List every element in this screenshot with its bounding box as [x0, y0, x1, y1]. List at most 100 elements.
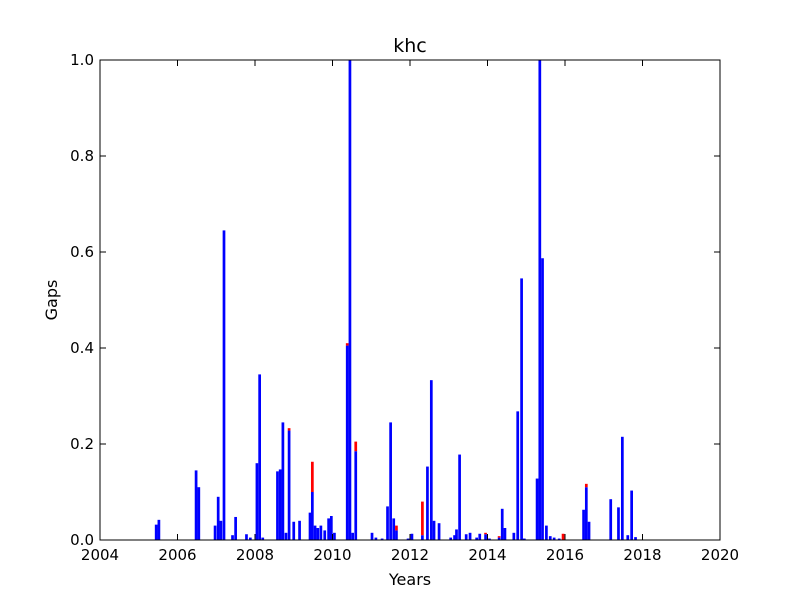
bar — [248, 537, 252, 540]
bar — [219, 520, 223, 540]
bar — [281, 422, 285, 540]
y-tick-label: 0.2 — [70, 435, 94, 453]
bar — [157, 519, 161, 540]
bar — [626, 535, 630, 540]
bar — [584, 487, 588, 540]
bar — [292, 521, 296, 540]
bar — [620, 436, 624, 540]
chart-title: khc — [393, 35, 427, 57]
bar — [458, 454, 461, 540]
bar-red-segment — [395, 525, 398, 531]
y-tick-label: 0.0 — [70, 531, 94, 549]
bar — [287, 430, 291, 540]
bar — [374, 537, 378, 540]
bar-red-segment — [421, 501, 424, 536]
bar — [319, 525, 323, 540]
bar — [258, 374, 261, 540]
bar — [231, 535, 234, 540]
bar — [351, 532, 354, 540]
bar — [354, 451, 358, 540]
x-axis-ticks: 2004 2006 2008 2010 2012 2014 2016 2018 2020 — [81, 60, 739, 564]
bar — [478, 533, 482, 540]
bar — [541, 258, 544, 540]
plot-frame — [99, 59, 721, 541]
bar — [194, 470, 198, 540]
bar-red-segment — [561, 533, 565, 540]
y-axis-ticks: 0.0 0.2 0.4 0.6 0.8 1.0 — [70, 51, 720, 549]
x-tick-label: 2014 — [468, 546, 506, 564]
bar — [587, 521, 591, 540]
bar — [475, 537, 478, 540]
bar — [392, 518, 396, 540]
y-tick-label: 0.4 — [70, 339, 94, 357]
bar-red-segment — [497, 536, 501, 538]
bar — [634, 537, 637, 540]
y-tick-label: 0.6 — [70, 243, 94, 261]
bar — [609, 499, 613, 540]
y-tick-label: 0.8 — [70, 147, 94, 165]
bar — [426, 466, 429, 540]
x-tick-label: 2004 — [81, 546, 119, 564]
bar — [520, 278, 523, 540]
bar — [222, 230, 226, 540]
bar — [429, 380, 433, 540]
bar — [512, 532, 516, 540]
bar-red-segment — [584, 483, 588, 488]
bar-red-segment — [287, 428, 291, 431]
bar — [316, 528, 320, 540]
bar-red-segment — [484, 532, 487, 535]
bar — [234, 516, 237, 540]
bar — [298, 520, 301, 540]
bar — [617, 507, 620, 540]
bar — [310, 492, 314, 540]
bar — [380, 538, 384, 540]
bar — [548, 536, 552, 540]
bar — [154, 524, 158, 540]
bar — [333, 532, 336, 540]
red-bar-series — [287, 343, 588, 540]
bar — [284, 532, 288, 540]
x-tick-label: 2010 — [313, 546, 351, 564]
x-tick-label: 2008 — [236, 546, 274, 564]
bar — [278, 469, 282, 540]
bar — [464, 534, 468, 540]
x-tick-label: 2006 — [158, 546, 196, 564]
x-axis-label: Years — [388, 570, 431, 589]
bar — [500, 508, 504, 540]
bar — [449, 537, 453, 540]
bar — [406, 538, 410, 540]
bar-red-segment — [354, 441, 358, 452]
bar — [630, 490, 633, 540]
bar — [468, 532, 472, 540]
bar-red-segment — [345, 343, 349, 346]
y-tick-label: 1.0 — [70, 51, 94, 69]
bar — [197, 487, 201, 540]
bar — [386, 506, 389, 540]
bar-red-segment — [310, 461, 314, 492]
bar — [389, 422, 392, 540]
x-tick-label: 2012 — [391, 546, 429, 564]
x-tick-label: 2020 — [701, 546, 739, 564]
bar — [261, 537, 265, 540]
bar — [313, 525, 317, 540]
bar — [535, 478, 539, 540]
bar — [421, 535, 424, 540]
bar — [276, 471, 279, 540]
bar — [213, 525, 217, 540]
bar — [370, 532, 374, 540]
bar — [410, 533, 414, 540]
bar — [432, 520, 436, 540]
bar — [582, 509, 585, 540]
bar — [522, 538, 526, 540]
bar — [497, 537, 501, 540]
bar — [552, 537, 556, 540]
bar — [503, 528, 507, 540]
bar — [437, 523, 441, 540]
blue-bar-series — [154, 60, 637, 540]
bar — [557, 538, 561, 540]
bar — [453, 535, 456, 540]
bar — [255, 463, 259, 540]
bar — [345, 345, 349, 540]
bar — [245, 534, 248, 540]
